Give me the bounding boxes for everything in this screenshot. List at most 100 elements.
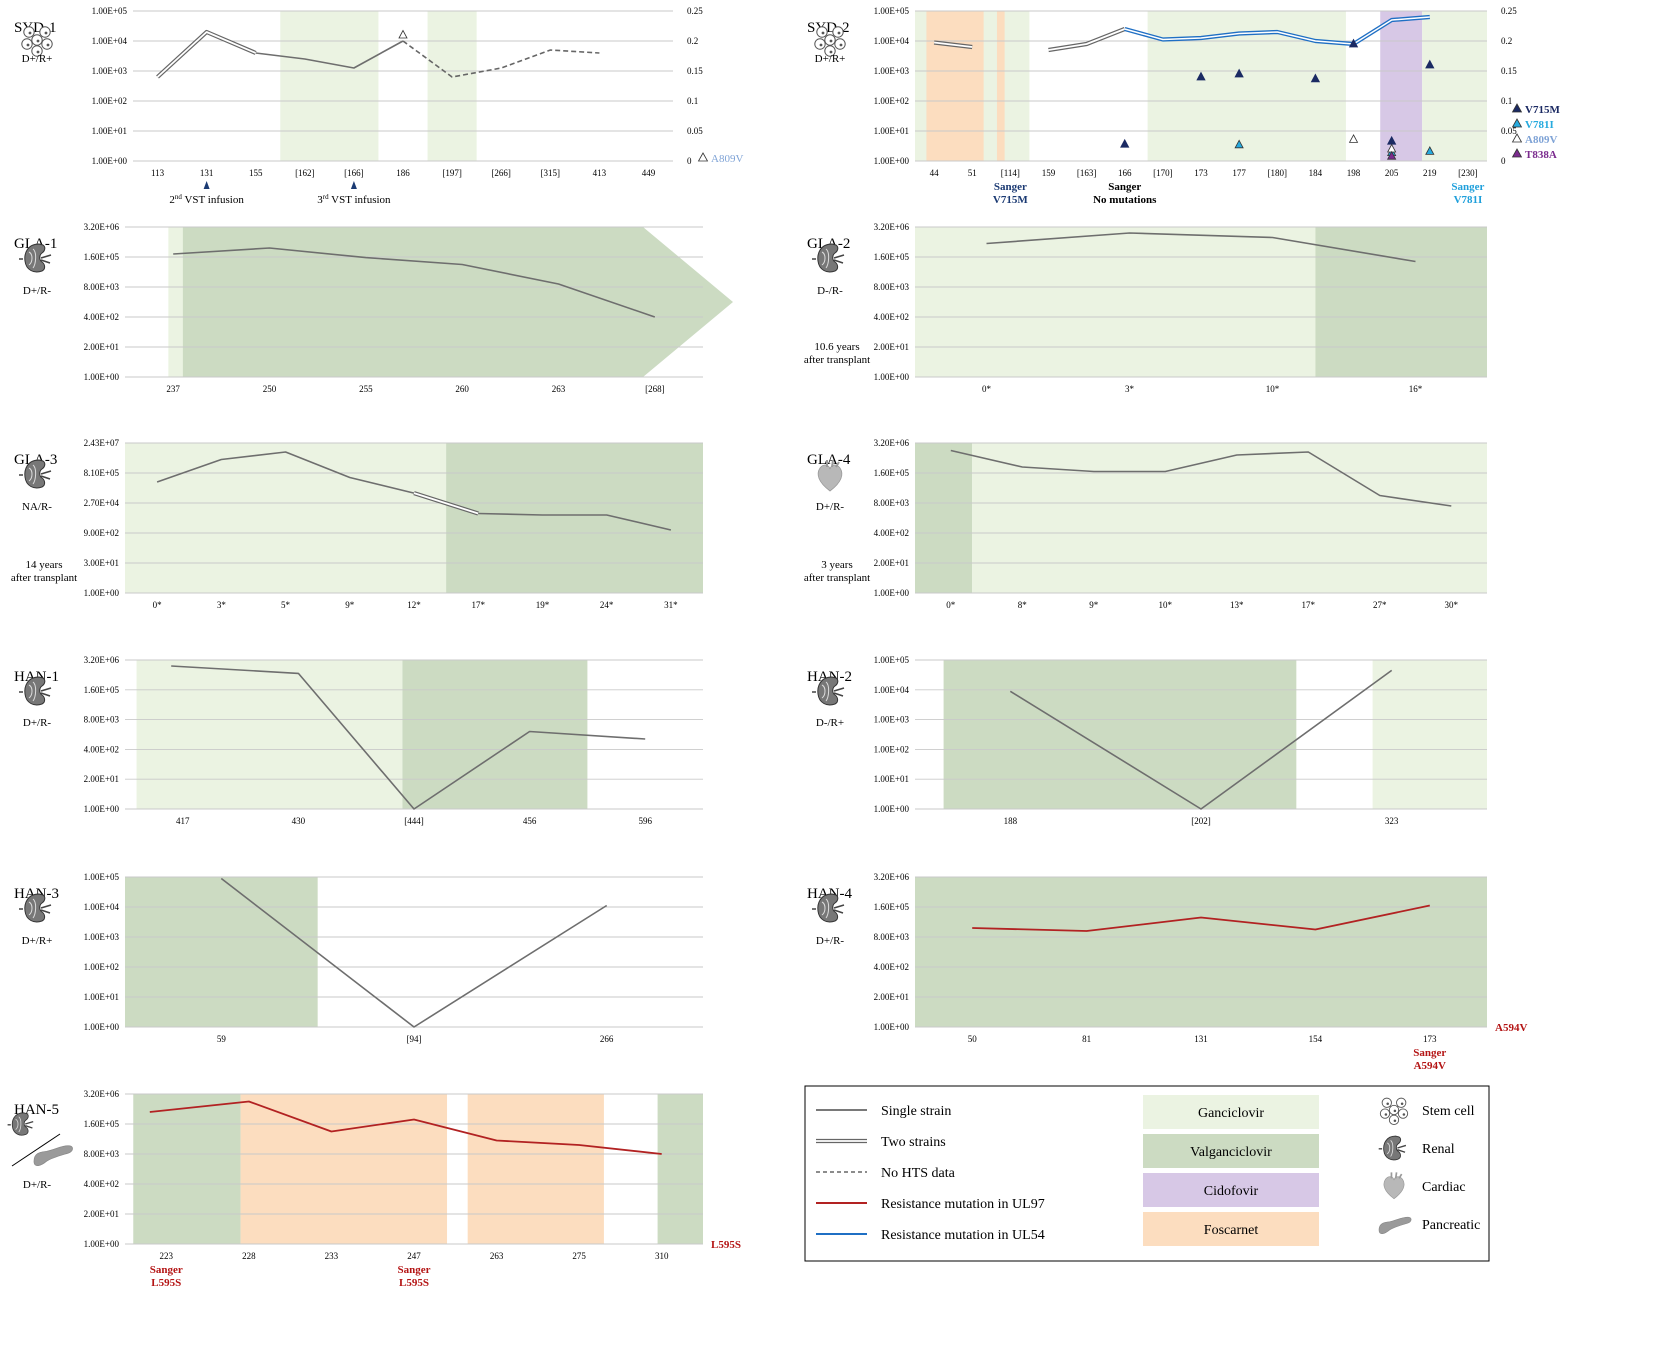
y-tick-label: 1.00E+00 bbox=[874, 156, 910, 166]
x-tick-label: 310 bbox=[655, 1251, 669, 1261]
legend-organ-label: Cardiac bbox=[1422, 1180, 1466, 1195]
panel-gla-1: 1.00E+00 2.00E+01 4.00E+02 8.00E+03 1.60E+05… bbox=[14, 222, 734, 394]
x-tick-label: [162] bbox=[295, 168, 315, 178]
mutation-marker-v715m bbox=[1234, 68, 1244, 78]
line-single-strain bbox=[986, 232, 1416, 263]
mutation-marker-v715m bbox=[1348, 38, 1359, 48]
y-tick-label: 1.00E+05 bbox=[84, 872, 120, 882]
infusion-arrow bbox=[350, 181, 357, 189]
band-ganciclovir bbox=[125, 443, 447, 593]
y-tick-label: 1.00E+04 bbox=[874, 685, 910, 695]
x-tick-label: 50 bbox=[968, 1034, 978, 1044]
x-tick-label: 131 bbox=[1194, 1034, 1208, 1044]
note-line-1: 14 years bbox=[26, 559, 63, 571]
y-tick-label: 1.00E+03 bbox=[84, 932, 120, 942]
band-ganciclovir bbox=[1422, 11, 1487, 161]
x-tick-label: 159 bbox=[1042, 168, 1056, 178]
y-tick-label: 1.00E+01 bbox=[874, 774, 909, 784]
y2-tick-label: 0 bbox=[1501, 156, 1506, 166]
serostatus: D+/R+ bbox=[22, 53, 53, 65]
legend-line-label: Two strains bbox=[881, 1135, 946, 1150]
x-tick-label: 233 bbox=[325, 1251, 339, 1261]
y-tick-label: 8.00E+03 bbox=[84, 715, 120, 725]
stem-cell-icon bbox=[814, 26, 846, 57]
x-tick-label: 17* bbox=[471, 600, 485, 610]
band-foscarnet bbox=[240, 1094, 448, 1244]
x-tick-label: 449 bbox=[642, 168, 656, 178]
x-tick-label: [268] bbox=[645, 384, 665, 394]
y-tick-label: 1.00E+00 bbox=[92, 156, 128, 166]
y2-tick-label: 0.15 bbox=[1501, 66, 1517, 76]
panel-han-1: 1.00E+00 2.00E+01 4.00E+02 8.00E+03 1.60E+05… bbox=[14, 655, 703, 826]
y-tick-label: 9.00E+02 bbox=[84, 528, 119, 538]
x-tick-label: 456 bbox=[523, 816, 537, 826]
x-tick-label: 12* bbox=[407, 600, 421, 610]
sanger-label: Sanger bbox=[398, 1264, 431, 1276]
x-tick-label: 13* bbox=[1230, 600, 1244, 610]
x-tick-label: 0* bbox=[946, 600, 956, 610]
line-two-strains-inner bbox=[933, 41, 973, 48]
serostatus: NA/R- bbox=[22, 501, 52, 513]
y-tick-label: 2.00E+01 bbox=[874, 558, 909, 568]
x-tick-label: 8* bbox=[1018, 600, 1028, 610]
y-tick-label: 3.00E+01 bbox=[84, 558, 119, 568]
kidney-icon bbox=[812, 676, 845, 706]
mutation-marker-v715m bbox=[1425, 59, 1435, 69]
y-tick-label: 1.00E+00 bbox=[84, 1239, 120, 1249]
band-valganciclovir bbox=[943, 660, 1297, 809]
mutation-marker-v715m bbox=[1310, 73, 1321, 83]
band-ganciclovir bbox=[915, 227, 1316, 377]
side-mutation-label: A594V bbox=[1495, 1022, 1527, 1034]
x-tick-label: 59 bbox=[217, 1034, 227, 1044]
mutation-legend-label: V781I bbox=[1525, 119, 1554, 131]
x-tick-label: 596 bbox=[638, 816, 652, 826]
y-tick-label: 3.20E+06 bbox=[874, 872, 910, 882]
legend-marker-v715m bbox=[1511, 103, 1523, 113]
x-tick-label: 30* bbox=[1445, 600, 1459, 610]
panel-syd-1: 1.00E+00 1.00E+01 1.00E+02 1.00E+03 1.00E+04… bbox=[14, 6, 743, 206]
x-tick-label: 17* bbox=[1302, 600, 1316, 610]
band-foscarnet bbox=[996, 11, 1005, 161]
mutation-marker-v715m bbox=[1196, 71, 1206, 81]
band-valganciclovir bbox=[133, 1094, 241, 1244]
x-tick-label: [444] bbox=[404, 816, 424, 826]
y-tick-label: 1.60E+05 bbox=[84, 252, 120, 262]
y-tick-label: 1.00E+00 bbox=[84, 372, 120, 382]
y-tick-label: 1.00E+00 bbox=[874, 588, 910, 598]
y-tick-label: 1.00E+04 bbox=[84, 902, 120, 912]
x-tick-label: [202] bbox=[1191, 816, 1211, 826]
mutation-marker-v781i bbox=[1425, 146, 1435, 155]
x-tick-label: 3* bbox=[1125, 384, 1135, 394]
x-tick-label: 113 bbox=[151, 168, 165, 178]
line-two-strains-inner bbox=[413, 492, 479, 515]
note-line-2: after transplant bbox=[804, 354, 870, 366]
line-single-strain bbox=[171, 665, 646, 810]
x-tick-label: 19* bbox=[536, 600, 550, 610]
panel-han-4: 1.00E+00 2.00E+01 4.00E+02 8.00E+03 1.60E+05… bbox=[807, 872, 1527, 1072]
mutation-legend-label: A809V bbox=[711, 153, 743, 165]
legend-line-label: No HTS data bbox=[881, 1166, 956, 1181]
x-tick-label: 184 bbox=[1309, 168, 1323, 178]
x-tick-label: 430 bbox=[292, 816, 306, 826]
legend-line-label: Resistance mutation in UL54 bbox=[881, 1228, 1045, 1243]
note-line-1: 10.6 years bbox=[814, 341, 859, 353]
band-ganciclovir bbox=[972, 443, 1487, 593]
y-tick-label: 1.60E+05 bbox=[84, 685, 120, 695]
x-tick-label: 263 bbox=[552, 384, 566, 394]
panel-id: GLA-4 bbox=[807, 452, 851, 468]
legend-organ-label: Renal bbox=[1422, 1142, 1455, 1157]
figure-legend: Single strain Two strains No HTS data Resis… bbox=[804, 1085, 1490, 1262]
infusion-arrow bbox=[203, 181, 210, 189]
divider-slash bbox=[11, 1133, 61, 1167]
y-tick-label: 2.00E+01 bbox=[84, 1209, 119, 1219]
y-tick-label: 2.00E+01 bbox=[84, 342, 119, 352]
panel-gla-2: 1.00E+00 2.00E+01 4.00E+02 8.00E+03 1.60E+05… bbox=[804, 222, 1487, 394]
x-tick-label: 255 bbox=[359, 384, 373, 394]
mutation-marker-a809v bbox=[1348, 134, 1359, 143]
y-tick-label: 2.00E+01 bbox=[874, 342, 909, 352]
band-valganciclovir bbox=[657, 1094, 703, 1244]
x-tick-label: 247 bbox=[407, 1251, 421, 1261]
stem-cell-icon bbox=[21, 26, 53, 57]
y-tick-label: 1.00E+00 bbox=[874, 804, 910, 814]
